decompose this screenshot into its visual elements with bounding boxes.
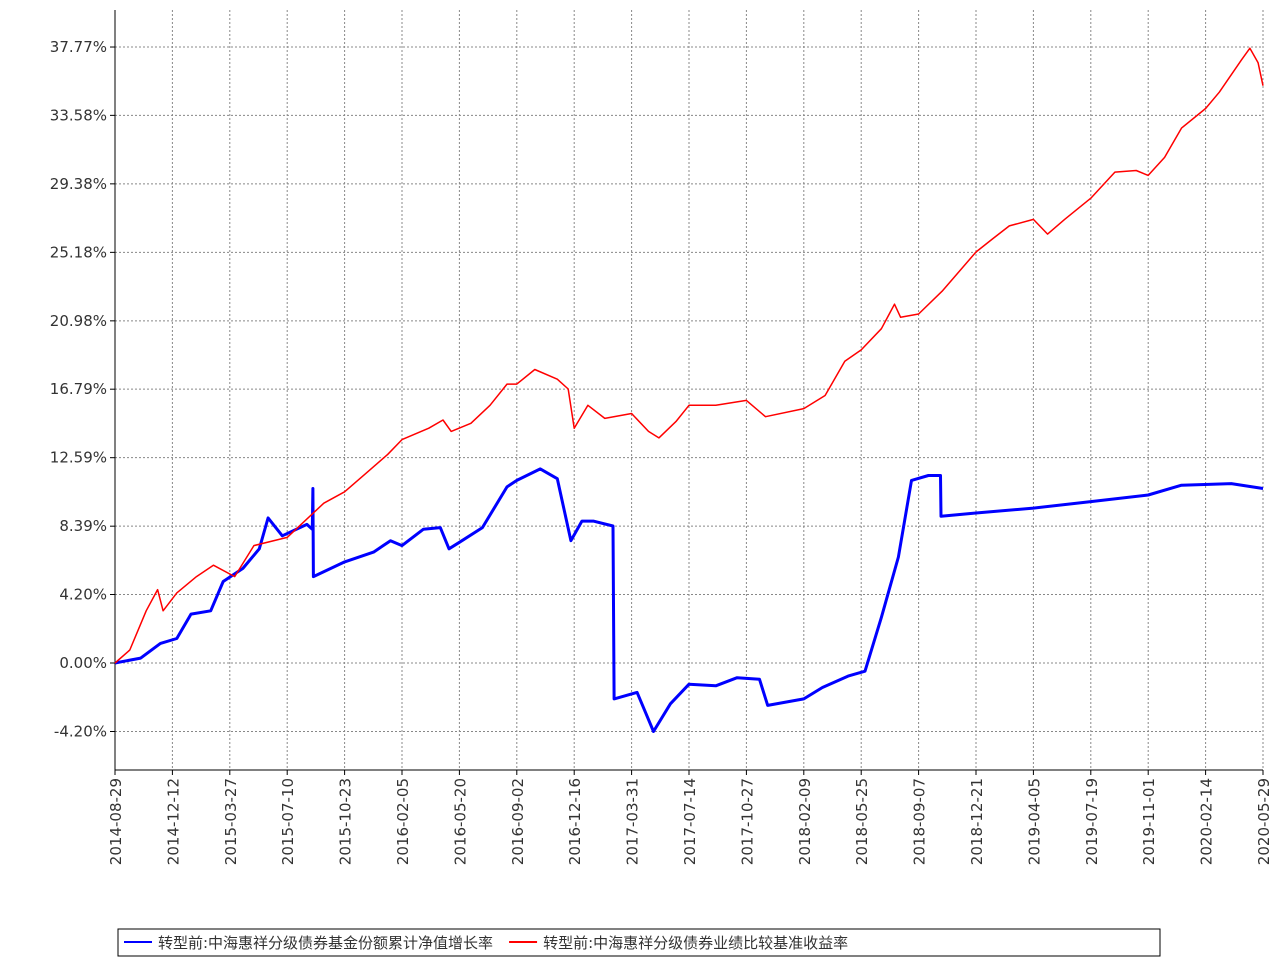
y-tick-label: 0.00% <box>59 654 107 672</box>
x-tick-label: 2015-07-10 <box>279 778 297 865</box>
y-tick-label: 25.18% <box>50 243 107 261</box>
x-tick-label: 2019-11-01 <box>1140 778 1158 865</box>
series-line <box>114 467 1264 733</box>
y-tick-label: 33.58% <box>50 106 107 124</box>
y-tick-label: 20.98% <box>50 312 107 330</box>
x-tick-label: 2018-05-25 <box>853 778 871 865</box>
series-line <box>114 47 1264 664</box>
x-tick-label: 2020-02-14 <box>1198 778 1216 865</box>
x-tick-label: 2019-07-19 <box>1083 778 1101 865</box>
legend-label: 转型前:中海惠祥分级债券业绩比较基准收益率 <box>543 934 848 952</box>
y-tick-label: 12.59% <box>50 449 107 467</box>
x-tick-label: 2018-09-07 <box>911 778 929 865</box>
x-tick-label: 2015-03-27 <box>222 778 240 865</box>
x-tick-label: 2015-10-23 <box>337 778 355 865</box>
x-tick-label: 2014-12-12 <box>164 778 182 865</box>
x-tick-label: 2018-02-09 <box>796 778 814 865</box>
x-tick-label: 2016-09-02 <box>509 778 527 865</box>
x-tick-label: 2017-07-14 <box>681 778 699 865</box>
y-tick-label: -4.20% <box>54 723 107 741</box>
x-tick-label: 2019-04-05 <box>1025 778 1043 865</box>
x-tick-label: 2014-08-29 <box>107 778 125 865</box>
x-tick-label: 2016-02-05 <box>394 778 412 865</box>
x-tick-label: 2020-05-29 <box>1255 778 1273 865</box>
x-tick-label: 2017-10-27 <box>738 778 756 865</box>
legend-box <box>117 928 1161 957</box>
x-tick-label: 2016-05-20 <box>451 778 469 865</box>
legend-label: 转型前:中海惠祥分级债券基金份额累计净值增长率 <box>158 934 493 952</box>
x-tick-label: 2017-03-31 <box>624 778 642 865</box>
y-tick-label: 16.79% <box>50 380 107 398</box>
y-tick-label: 37.77% <box>50 38 107 56</box>
y-tick-label: 8.39% <box>59 517 107 535</box>
x-tick-label: 2018-12-21 <box>968 778 986 865</box>
y-tick-label: 29.38% <box>50 175 107 193</box>
x-tick-label: 2016-12-16 <box>566 778 584 865</box>
y-tick-label: 4.20% <box>59 586 107 604</box>
